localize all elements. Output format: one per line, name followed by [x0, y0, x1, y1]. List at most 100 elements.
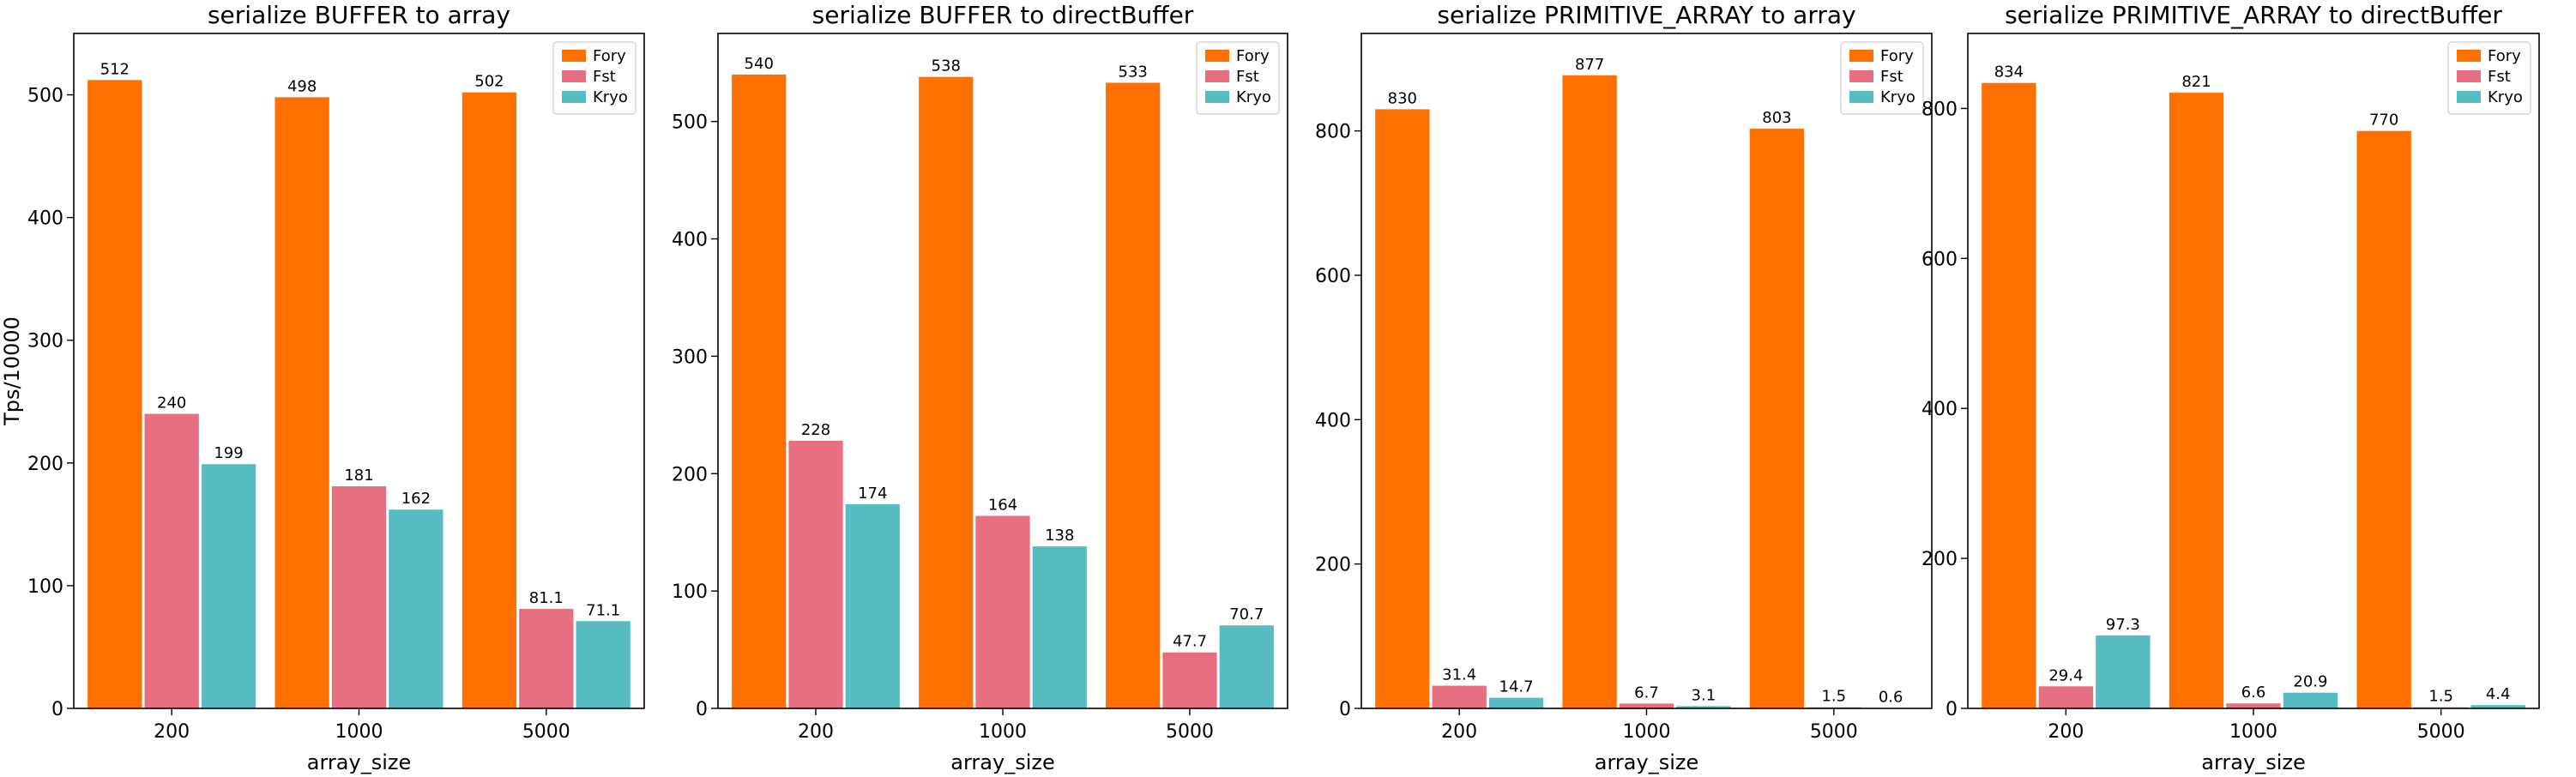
bar-value-label: 181: [344, 467, 373, 485]
y-axis-label: Tps/10000: [0, 316, 24, 426]
bar-kryo-200: [1488, 697, 1544, 708]
bar-fst-5000: [1162, 652, 1217, 708]
x-tick-label: 5000: [522, 721, 570, 743]
y-tick-label: 500: [27, 86, 63, 107]
x-axis-label: array_size: [307, 750, 411, 774]
plot-frame: [1360, 33, 1933, 709]
bar-fst-200: [1432, 685, 1487, 708]
bar-kryo-1000: [1676, 706, 1731, 708]
x-tick-label: 5000: [2417, 721, 2465, 743]
legend-entry-kryo: Kryo: [1880, 88, 1915, 106]
legend-entry-fory: Fory: [2488, 47, 2521, 65]
bar-value-label: 199: [214, 444, 243, 462]
chart-title: serialize PRIMITIVE_ARRAY to directBuffe…: [2005, 1, 2502, 29]
legend-entry-fst: Fst: [2488, 68, 2511, 86]
x-tick-label: 200: [2048, 721, 2084, 743]
y-tick-label: 300: [27, 331, 63, 352]
plot-frame: [1967, 33, 2540, 709]
bar-fory-5000: [2356, 130, 2411, 708]
y-tick-label: 200: [672, 464, 708, 485]
y-tick-label: 400: [1315, 410, 1351, 431]
chart-panel-1: 512 498 502 240 181 81.1 199 162 71.1 0 100 200 300 4…: [0, 1, 645, 774]
y-tick-label: 0: [51, 699, 63, 720]
bar-value-label: 47.7: [1173, 633, 1207, 651]
x-tick-label: 1000: [335, 721, 383, 743]
legend-entry-fory: Fory: [593, 47, 626, 65]
legend-entry-fst: Fst: [1880, 68, 1903, 86]
bar-fst-1000: [331, 486, 387, 708]
bar-fory-200: [1982, 82, 2036, 709]
bar-fory-1000: [2169, 93, 2224, 708]
y-tick-label: 500: [672, 112, 708, 134]
bar-kryo-1000: [1032, 546, 1087, 708]
bar-value-label: 138: [1045, 527, 1074, 545]
bar-value-label: 540: [745, 55, 774, 73]
x-tick-label: 1000: [979, 721, 1027, 743]
chart-panel-2: 540 538 533 228 164 47.7 174 138 70.7 0 100 200 300 4…: [672, 1, 1288, 774]
y-tick-label: 600: [1921, 249, 1958, 270]
bar-value-label: 1.5: [2428, 688, 2453, 706]
x-tick-label: 1000: [2229, 721, 2277, 743]
y-tick-label: 200: [1921, 549, 1958, 570]
y-tick-label: 400: [27, 208, 63, 230]
bar-value-label: 97.3: [2106, 616, 2140, 634]
legend-entry-fory: Fory: [1236, 47, 1270, 65]
x-tick-label: 200: [154, 721, 190, 743]
bar-fory-200: [732, 74, 787, 708]
legend-swatch-kryo: [2457, 91, 2481, 103]
bar-value-label: 0.6: [1879, 688, 1903, 706]
legend-entry-fst: Fst: [593, 68, 616, 86]
bar-fory-200: [1375, 109, 1430, 708]
bar-value-label: 803: [1762, 109, 1791, 127]
bar-value-label: 502: [474, 73, 504, 91]
y-tick-label: 100: [672, 581, 708, 603]
bar-value-label: 29.4: [2048, 666, 2083, 684]
bar-fory-1000: [1562, 75, 1617, 708]
bar-value-label: 877: [1575, 56, 1604, 74]
y-tick-label: 300: [672, 346, 708, 368]
bar-fory-5000: [462, 92, 517, 708]
bar-value-label: 821: [2181, 73, 2211, 91]
bar-value-label: 512: [100, 60, 130, 78]
y-tick-label: 0: [1946, 699, 1958, 720]
chart-title: serialize BUFFER to array: [208, 1, 510, 29]
y-tick-label: 200: [1315, 555, 1351, 576]
legend-swatch-fst: [2457, 70, 2481, 82]
bar-value-label: 6.7: [1634, 684, 1659, 702]
bar-value-label: 81.1: [529, 589, 564, 607]
bar-fst-200: [144, 413, 199, 708]
x-tick-label: 5000: [1166, 721, 1214, 743]
bar-fst-200: [788, 440, 843, 708]
legend-swatch-fst: [1849, 70, 1873, 82]
bar-value-label: 174: [858, 485, 887, 503]
bar-kryo-1000: [389, 509, 443, 708]
bar-fory-5000: [1749, 129, 1805, 708]
bar-fst-200: [2038, 686, 2094, 708]
bar-value-label: 70.7: [1229, 605, 1264, 623]
y-tick-label: 600: [1315, 266, 1351, 287]
legend-swatch-kryo: [1205, 91, 1229, 103]
y-tick-label: 200: [27, 454, 63, 475]
x-tick-label: 5000: [1810, 721, 1858, 743]
legend-entry-kryo: Kryo: [1236, 88, 1271, 106]
bar-value-label: 533: [1119, 63, 1148, 81]
legend-swatch-kryo: [562, 91, 586, 103]
bar-fst-1000: [1619, 703, 1674, 708]
x-tick-label: 200: [798, 721, 834, 743]
bar-value-label: 228: [801, 421, 830, 439]
legend-swatch-fory: [1205, 50, 1229, 62]
legend-entry-kryo: Kryo: [2488, 88, 2523, 106]
bar-value-label: 1.5: [1821, 688, 1846, 706]
bar-fory-200: [87, 80, 142, 709]
chart-title: serialize PRIMITIVE_ARRAY to array: [1437, 1, 1855, 29]
bar-kryo-5000: [2470, 705, 2525, 708]
legend-swatch-kryo: [1849, 91, 1873, 103]
bar-kryo-1000: [2283, 692, 2338, 708]
x-tick-label: 1000: [1623, 721, 1671, 743]
chart-panel-3: 830 877 803 31.4 6.7 1.5 14.7 3.1 0.6 0 200 400 600 8…: [1315, 1, 1933, 774]
legend-swatch-fory: [2457, 50, 2481, 62]
bar-value-label: 770: [2369, 111, 2398, 130]
bar-fst-5000: [519, 608, 574, 708]
legend-entry-kryo: Kryo: [593, 88, 628, 106]
x-axis-label: array_size: [1595, 750, 1698, 774]
